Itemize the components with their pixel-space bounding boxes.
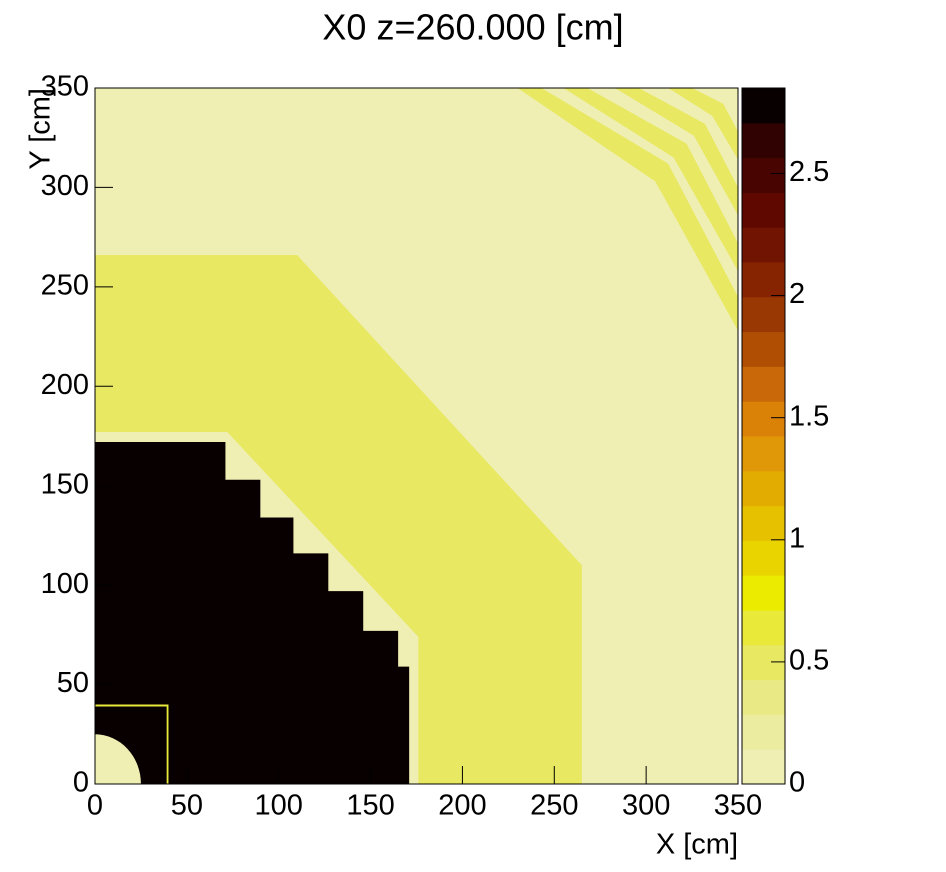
y-tick-label: 250 [41,270,89,302]
colorbar-bin [742,296,785,333]
z-tick-label: 2.5 [789,156,829,188]
colorbar-bin [742,575,785,611]
y-tick-label: 0 [73,767,89,799]
colorbar-bin [742,470,785,507]
colorbar-bin [742,505,785,541]
chart-title: X0 z=260.000 [cm] [322,7,623,48]
colorbar-bin [742,192,785,228]
x-axis-label: X [cm] [656,829,738,861]
colorbar-bin [742,262,785,298]
x-tick-label: 0 [87,790,103,822]
colorbar-bin [742,401,785,437]
colorbar-bin [742,610,785,646]
x-tick-label: 200 [438,790,486,822]
region [95,441,410,784]
colorbar-bin [742,331,785,367]
x-tick-label: 250 [530,790,578,822]
x-tick-label: 100 [255,790,303,822]
y-tick-label: 50 [57,667,89,699]
region [563,88,738,271]
region [614,88,738,216]
colorbar-bin [742,157,785,193]
region [668,88,738,160]
x-tick-label: 300 [622,790,670,822]
colorbar-bin [742,540,785,576]
colorbar-bin [742,122,785,159]
colorbar-bin [742,227,785,263]
plot-frame [94,87,739,785]
colorbar-bin [742,436,785,472]
y-tick-label: 150 [41,468,89,500]
y-tick-label: 200 [41,369,89,401]
x-tick-label: 50 [171,790,203,822]
colorbar-bin [742,749,785,785]
colorbar-bin [742,88,785,124]
region [95,734,141,784]
y-tick-label: 100 [41,568,89,600]
z-tick-label: 0.5 [789,645,829,677]
colorbar-bin [742,679,785,715]
x-tick-label: 150 [346,790,394,822]
z-tick-label: 0 [789,767,805,799]
z-tick-label: 2 [789,278,805,310]
y-tick-label: 350 [41,71,89,103]
colorbar-bin [742,366,785,402]
y-tick-label: 300 [41,170,89,202]
colorbar-frame [741,87,786,785]
x-tick-label: 350 [714,790,762,822]
colorbar-bin [742,644,785,681]
z-tick-label: 1.5 [789,400,829,432]
z-tick-label: 1 [789,522,805,554]
region [95,255,582,785]
y-axis-label: Y [cm] [25,88,57,170]
colorbar-bin [742,714,785,750]
